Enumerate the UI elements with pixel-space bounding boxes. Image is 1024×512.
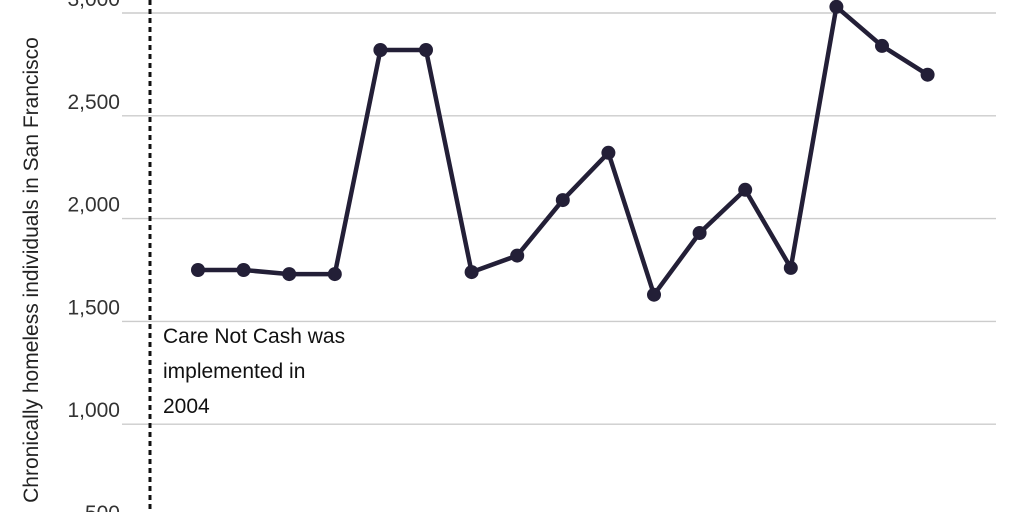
data-point	[327, 267, 342, 282]
data-point	[601, 145, 616, 160]
y-tick-label: 500	[85, 502, 120, 512]
data-point	[282, 267, 297, 282]
y-tick-label: 1,000	[67, 399, 120, 422]
data-point	[783, 260, 798, 275]
data-point	[555, 193, 570, 208]
data-point	[920, 67, 935, 82]
y-tick-labels: 500 1,000 1,500 2,000 2,500 3,000	[67, 0, 120, 512]
y-tick-label: 2,500	[67, 91, 120, 114]
y-tick-label: 3,000	[67, 0, 120, 11]
data-point	[191, 263, 205, 277]
data-point	[419, 43, 433, 57]
y-tick-label: 1,500	[67, 296, 120, 319]
data-point	[464, 265, 479, 280]
annotation-line-2: implemented in	[163, 360, 305, 383]
data-point	[738, 182, 753, 197]
annotation-line-1: Care Not Cash was	[163, 325, 345, 348]
data-point	[692, 226, 707, 240]
y-tick-label: 2,000	[67, 194, 120, 217]
gridlines	[122, 12, 996, 425]
annotation-line-3: 2004	[163, 395, 210, 418]
data-point	[829, 0, 844, 14]
data-point	[510, 248, 525, 263]
series-homeless-count	[191, 0, 935, 302]
y-axis-label: Chronically homeless individuals in San …	[20, 37, 43, 503]
data-point	[236, 263, 251, 277]
data-point	[373, 43, 388, 57]
series-line	[198, 4, 929, 297]
data-point	[875, 38, 889, 53]
data-point	[647, 287, 661, 302]
